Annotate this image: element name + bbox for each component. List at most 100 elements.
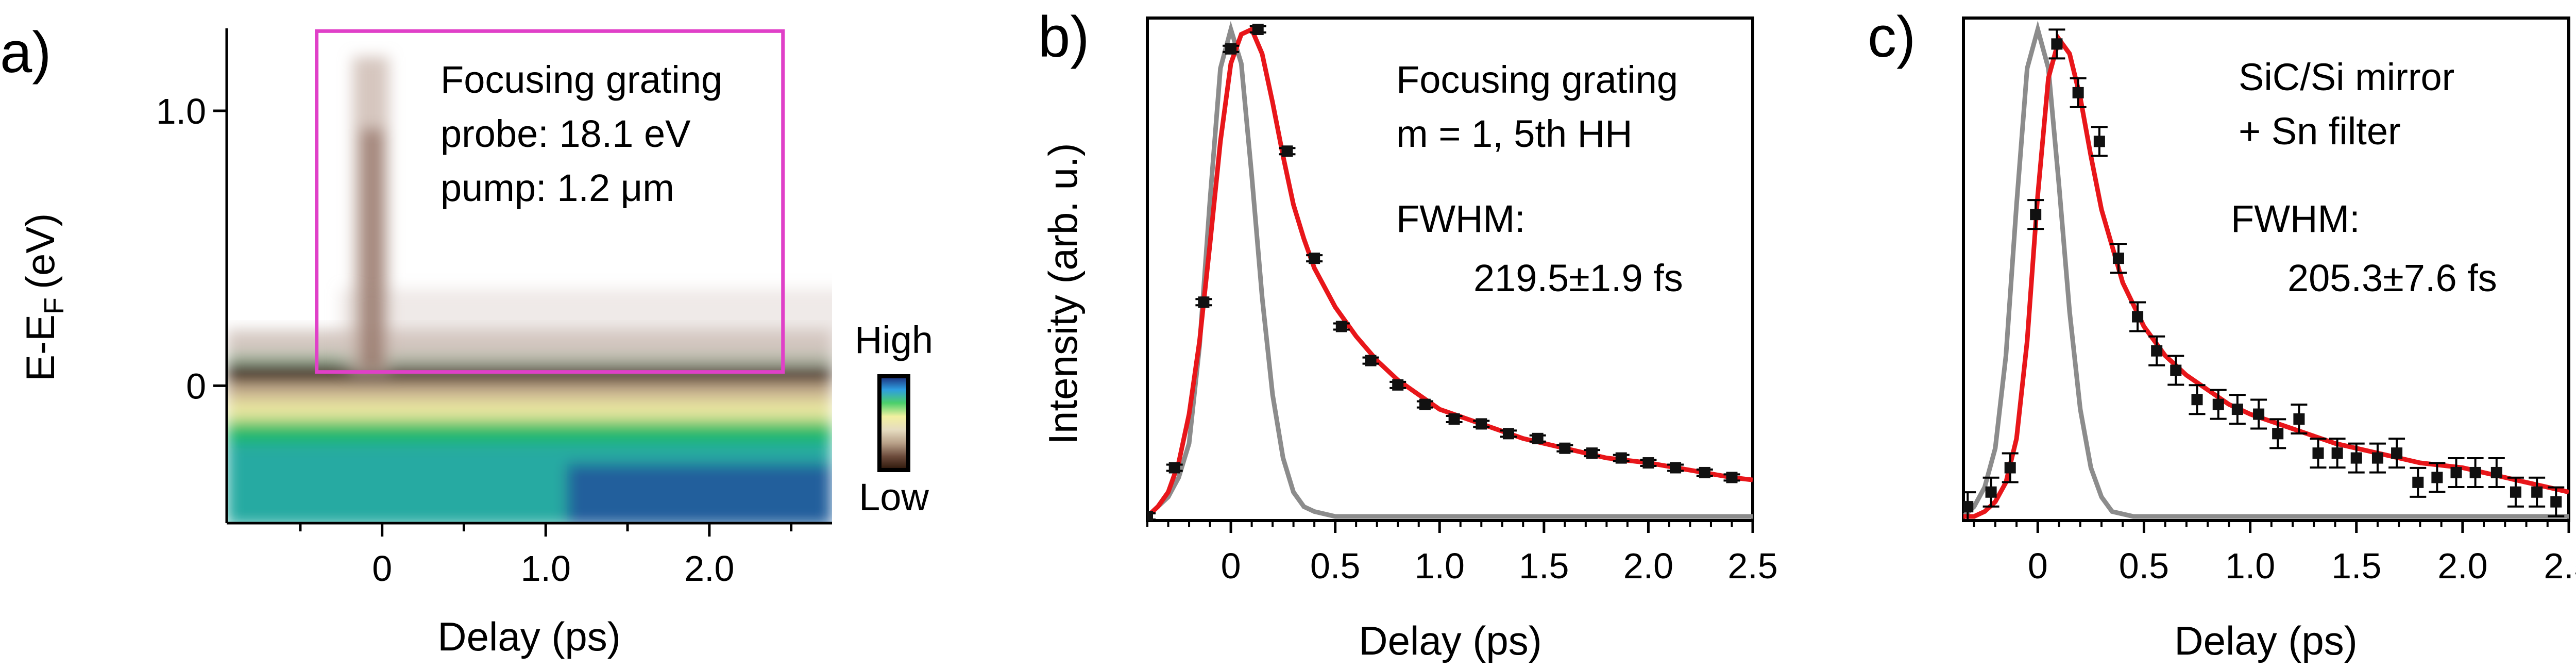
x-tick-label: 0 bbox=[1221, 546, 1241, 586]
x-tick-label: 0 bbox=[372, 548, 392, 589]
data-point bbox=[1985, 486, 1997, 498]
colorbar bbox=[877, 374, 910, 472]
data-point bbox=[2450, 466, 2462, 478]
data-point bbox=[1476, 418, 1487, 430]
axis-ticks: 0 1.0 2.0 0 1.0 bbox=[156, 91, 793, 589]
panel-b: b) 0 0.5 1.0 1.5 2.0 2.5 Focusing grating m =… bbox=[1038, 5, 1778, 663]
x-axis-title: Delay (ps) bbox=[437, 614, 620, 659]
y-tick-label: 1.0 bbox=[156, 91, 206, 131]
data-point bbox=[1281, 145, 1293, 157]
data-point bbox=[1392, 379, 1404, 391]
data-point bbox=[2132, 311, 2144, 323]
data-point bbox=[2312, 447, 2324, 459]
data-point bbox=[2151, 345, 2163, 357]
data-point bbox=[1502, 428, 1514, 440]
data-point bbox=[2293, 413, 2305, 425]
y-axis-title: Intensity (arb. u.) bbox=[1040, 143, 1086, 444]
y-axis-title: E-EF (eV) bbox=[18, 213, 70, 381]
x-axis-title: Delay (ps) bbox=[1359, 618, 1541, 663]
data-point bbox=[2051, 38, 2063, 50]
data-point bbox=[2191, 394, 2203, 406]
heatmap-pump-probe-core bbox=[361, 129, 384, 371]
data-point bbox=[1699, 466, 1710, 478]
data-points bbox=[1963, 28, 2565, 521]
x-axis-title: Delay (ps) bbox=[2174, 618, 2357, 663]
colorbar-high-label: High bbox=[855, 319, 933, 361]
fwhm-label: FWHM: bbox=[1396, 197, 1526, 240]
data-point bbox=[1615, 452, 1627, 464]
panel-a: a) 0 1.0 2.0 0 1.0 F bbox=[0, 20, 933, 659]
annotation-line-1: Focusing grating bbox=[440, 58, 722, 101]
y-axis-title-unit: (eV) bbox=[18, 213, 63, 289]
y-axis-title-main: E-E bbox=[18, 314, 63, 381]
data-point bbox=[2391, 447, 2403, 459]
data-point bbox=[2253, 408, 2265, 420]
data-point bbox=[1963, 501, 1974, 513]
data-point bbox=[2490, 466, 2502, 478]
data-point bbox=[2072, 87, 2084, 98]
data-point bbox=[2170, 364, 2182, 376]
cross-correlation-curve bbox=[1963, 20, 2569, 519]
x-tick-label: 2.0 bbox=[684, 548, 734, 589]
data-point bbox=[2550, 496, 2562, 508]
x-tick-label: 0 bbox=[2028, 546, 2048, 586]
x-tick-label: 1.0 bbox=[1415, 546, 1465, 586]
fwhm-value: 219.5±1.9 fs bbox=[1473, 257, 1683, 299]
x-tick-label: 2.5 bbox=[1727, 546, 1777, 586]
axis-ticks: 0 0.5 1.0 1.5 2.0 2.5 bbox=[1973, 521, 2576, 586]
x-tick-label: 1.0 bbox=[2225, 546, 2275, 586]
y-axis-title-subscript: F bbox=[39, 297, 70, 314]
annotation-line-2: + Sn filter bbox=[2239, 110, 2401, 153]
plot-frame bbox=[1146, 16, 1754, 522]
axis-ticks: 0 0.5 1.0 1.5 2.0 2.5 bbox=[1146, 521, 1778, 586]
annotation-line-2: probe: 18.1 eV bbox=[440, 112, 691, 155]
x-tick-label: 2.0 bbox=[1623, 546, 1673, 586]
x-tick-label: 1.5 bbox=[1519, 546, 1569, 586]
data-point bbox=[1365, 355, 1377, 366]
data-point bbox=[1419, 398, 1431, 410]
panel-label: c) bbox=[1868, 5, 1916, 69]
data-point bbox=[1225, 43, 1237, 55]
x-tick-label: 0.5 bbox=[1310, 546, 1360, 586]
x-tick-label: 2.0 bbox=[2437, 546, 2487, 586]
data-point bbox=[2212, 398, 2224, 410]
data-point bbox=[1448, 413, 1460, 425]
data-point bbox=[2350, 452, 2362, 464]
data-point bbox=[1532, 432, 1544, 444]
data-point bbox=[1335, 321, 1347, 332]
data-point bbox=[1252, 24, 1264, 35]
panel-label: a) bbox=[0, 20, 52, 85]
panel-label: b) bbox=[1038, 5, 1090, 69]
data-point bbox=[2431, 472, 2443, 483]
x-tick-label: 1.5 bbox=[2331, 546, 2381, 586]
heatmap bbox=[227, 57, 832, 523]
data-point bbox=[1147, 511, 1153, 521]
data-point bbox=[2331, 447, 2343, 459]
annotation-line-1: Focusing grating bbox=[1396, 58, 1678, 101]
heatmap-deep-band-right bbox=[567, 464, 832, 523]
annotation-line-2: m = 1, 5th HH bbox=[1396, 112, 1633, 155]
x-tick-label: 0.5 bbox=[2119, 546, 2169, 586]
heatmap-excited-glow bbox=[340, 289, 832, 371]
fwhm-label: FWHM: bbox=[2231, 197, 2360, 240]
data-point bbox=[2093, 136, 2105, 147]
plot-frame bbox=[1962, 16, 2570, 522]
data-point bbox=[1586, 447, 1598, 459]
data-point bbox=[2112, 253, 2124, 264]
data-point bbox=[1168, 462, 1180, 474]
cross-correlation-curve bbox=[1147, 21, 1753, 519]
fwhm-value: 205.3±7.6 fs bbox=[2287, 257, 2497, 299]
data-point bbox=[2469, 466, 2481, 478]
y-tick-label: 0 bbox=[186, 366, 206, 406]
data-point bbox=[2510, 486, 2521, 498]
data-point bbox=[1559, 442, 1571, 454]
data-point bbox=[1309, 253, 1320, 264]
data-point bbox=[2371, 452, 2383, 464]
data-point bbox=[2030, 209, 2042, 221]
data-point bbox=[1198, 296, 1210, 308]
annotation-line-1: SiC/Si mirror bbox=[2239, 56, 2454, 98]
data-point bbox=[2531, 486, 2543, 498]
data-point bbox=[2004, 462, 2016, 474]
x-tick-label: 2.5 bbox=[2544, 546, 2576, 586]
